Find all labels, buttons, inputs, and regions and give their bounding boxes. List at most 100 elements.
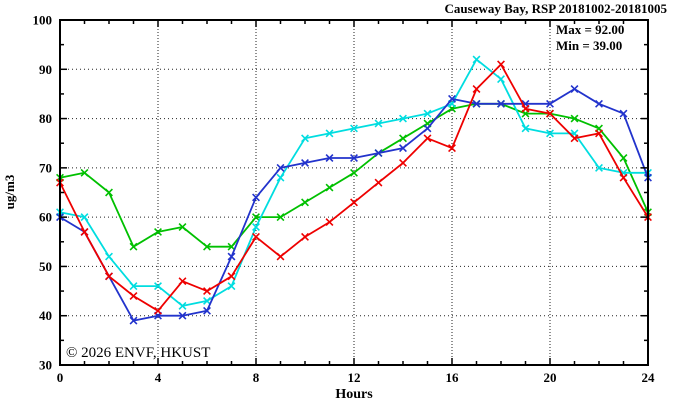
marker-day-2-green — [203, 242, 211, 251]
marker-day-3-cyan — [521, 124, 530, 133]
marker-day-4-blue — [399, 144, 407, 153]
x-tick-label: 16 — [446, 370, 460, 385]
marker-day-1-red — [129, 292, 138, 300]
marker-day-3-cyan — [227, 282, 236, 291]
grid-layer — [60, 20, 648, 365]
marker-day-3-cyan — [252, 223, 260, 231]
marker-day-1-red — [570, 134, 579, 143]
marker-day-3-cyan — [203, 296, 211, 305]
marker-day-1-red — [178, 277, 187, 286]
marker-day-2-green — [178, 223, 187, 231]
y-tick-label: 80 — [39, 111, 52, 126]
marker-day-1-red — [497, 60, 505, 69]
watermark: © 2026 ENVF, HKUST — [66, 345, 210, 361]
marker-day-1-red — [472, 85, 481, 93]
marker-day-1-red — [105, 272, 113, 281]
y-tick-label: 90 — [39, 62, 52, 77]
marker-day-3-cyan — [399, 114, 407, 123]
marker-day-1-red — [80, 227, 89, 236]
min-annotation: Min = 39.00 — [556, 38, 622, 53]
x-tick-label: 8 — [253, 370, 260, 385]
marker-day-1-red — [252, 232, 260, 241]
marker-day-4-blue — [325, 154, 334, 162]
y-tick-label: 40 — [39, 308, 52, 323]
marker-day-3-cyan — [595, 163, 603, 172]
marker-day-2-green — [570, 114, 579, 123]
marker-day-4-blue — [301, 158, 309, 167]
marker-day-3-cyan — [472, 55, 481, 64]
max-annotation: Max = 92.00 — [556, 22, 624, 37]
marker-day-2-green — [325, 183, 334, 192]
marker-day-2-green — [301, 198, 309, 207]
marker-day-1-red — [276, 252, 285, 261]
marker-day-4-blue — [546, 99, 554, 108]
tick-label-layer: 30 40 50 60 70 80 90 100 0 4 8 12 16 20 24 — [33, 13, 656, 386]
marker-day-2-green — [399, 134, 407, 143]
marker-day-2-green — [276, 213, 285, 222]
marker-day-3-cyan — [301, 134, 309, 143]
marker-day-1-red — [448, 144, 456, 153]
marker-day-2-green — [129, 242, 138, 251]
marker-day-1-red — [227, 272, 236, 281]
ticks-layer — [59, 19, 649, 366]
marker-day-1-red — [619, 173, 628, 182]
marker-day-3-cyan — [497, 75, 505, 84]
marker-day-4-blue — [619, 109, 628, 118]
marker-day-4-blue — [252, 193, 260, 202]
marker-day-1-red — [203, 287, 211, 296]
marker-day-3-cyan — [276, 173, 285, 182]
marker-day-4-blue — [423, 124, 432, 133]
marker-day-4-blue — [227, 252, 236, 261]
x-tick-label: 20 — [544, 370, 557, 385]
marker-day-4-blue — [129, 316, 138, 325]
marker-day-2-green — [154, 227, 162, 236]
marker-day-4-blue — [472, 99, 481, 108]
marker-day-1-red — [350, 198, 358, 207]
y-tick-label: 70 — [39, 160, 52, 175]
marker-day-2-green — [350, 168, 358, 177]
marker-day-3-cyan — [129, 282, 138, 291]
x-tick-label: 0 — [57, 370, 64, 385]
marker-day-1-red — [546, 109, 554, 118]
marker-day-1-red — [374, 178, 383, 187]
y-axis-label: ug/m3 — [2, 174, 17, 209]
marker-day-1-red — [301, 232, 309, 241]
marker-day-2-green — [252, 213, 260, 222]
marker-day-2-green — [619, 154, 628, 162]
marker-day-2-green — [105, 188, 113, 197]
marker-day-1-red — [399, 158, 407, 167]
marker-day-3-cyan — [105, 252, 113, 261]
marker-day-1-red — [521, 104, 530, 113]
marker-day-1-red — [325, 218, 334, 227]
marker-day-3-cyan — [325, 129, 334, 138]
y-tick-label: 60 — [39, 210, 52, 225]
marker-day-1-red — [595, 129, 603, 138]
marker-day-4-blue — [350, 154, 358, 162]
marker-day-4-blue — [448, 94, 456, 103]
marker-day-3-cyan — [80, 213, 89, 222]
marker-day-3-cyan — [546, 129, 554, 138]
marker-day-4-blue — [570, 85, 579, 93]
marker-day-4-blue — [497, 99, 505, 108]
marker-day-3-cyan — [350, 124, 358, 133]
marker-day-3-cyan — [178, 301, 187, 310]
marker-day-1-red — [423, 134, 432, 143]
marker-day-3-cyan — [154, 282, 162, 291]
chart-title: Causeway Bay, RSP 20181002-20181005 — [445, 1, 668, 16]
marker-day-2-green — [80, 168, 89, 177]
series-layer — [56, 55, 652, 325]
y-tick-label: 30 — [39, 358, 52, 373]
marker-day-3-cyan — [423, 109, 432, 118]
x-tick-label: 12 — [348, 370, 361, 385]
marker-day-4-blue — [595, 99, 603, 108]
marker-day-4-blue — [203, 306, 211, 315]
marker-day-4-blue — [374, 149, 383, 158]
marker-day-4-blue — [276, 163, 285, 172]
x-tick-label: 24 — [642, 370, 656, 385]
y-tick-label: 50 — [39, 259, 52, 274]
marker-day-3-cyan — [374, 119, 383, 128]
x-axis-label: Hours — [335, 387, 373, 402]
marker-day-4-blue — [178, 311, 187, 320]
